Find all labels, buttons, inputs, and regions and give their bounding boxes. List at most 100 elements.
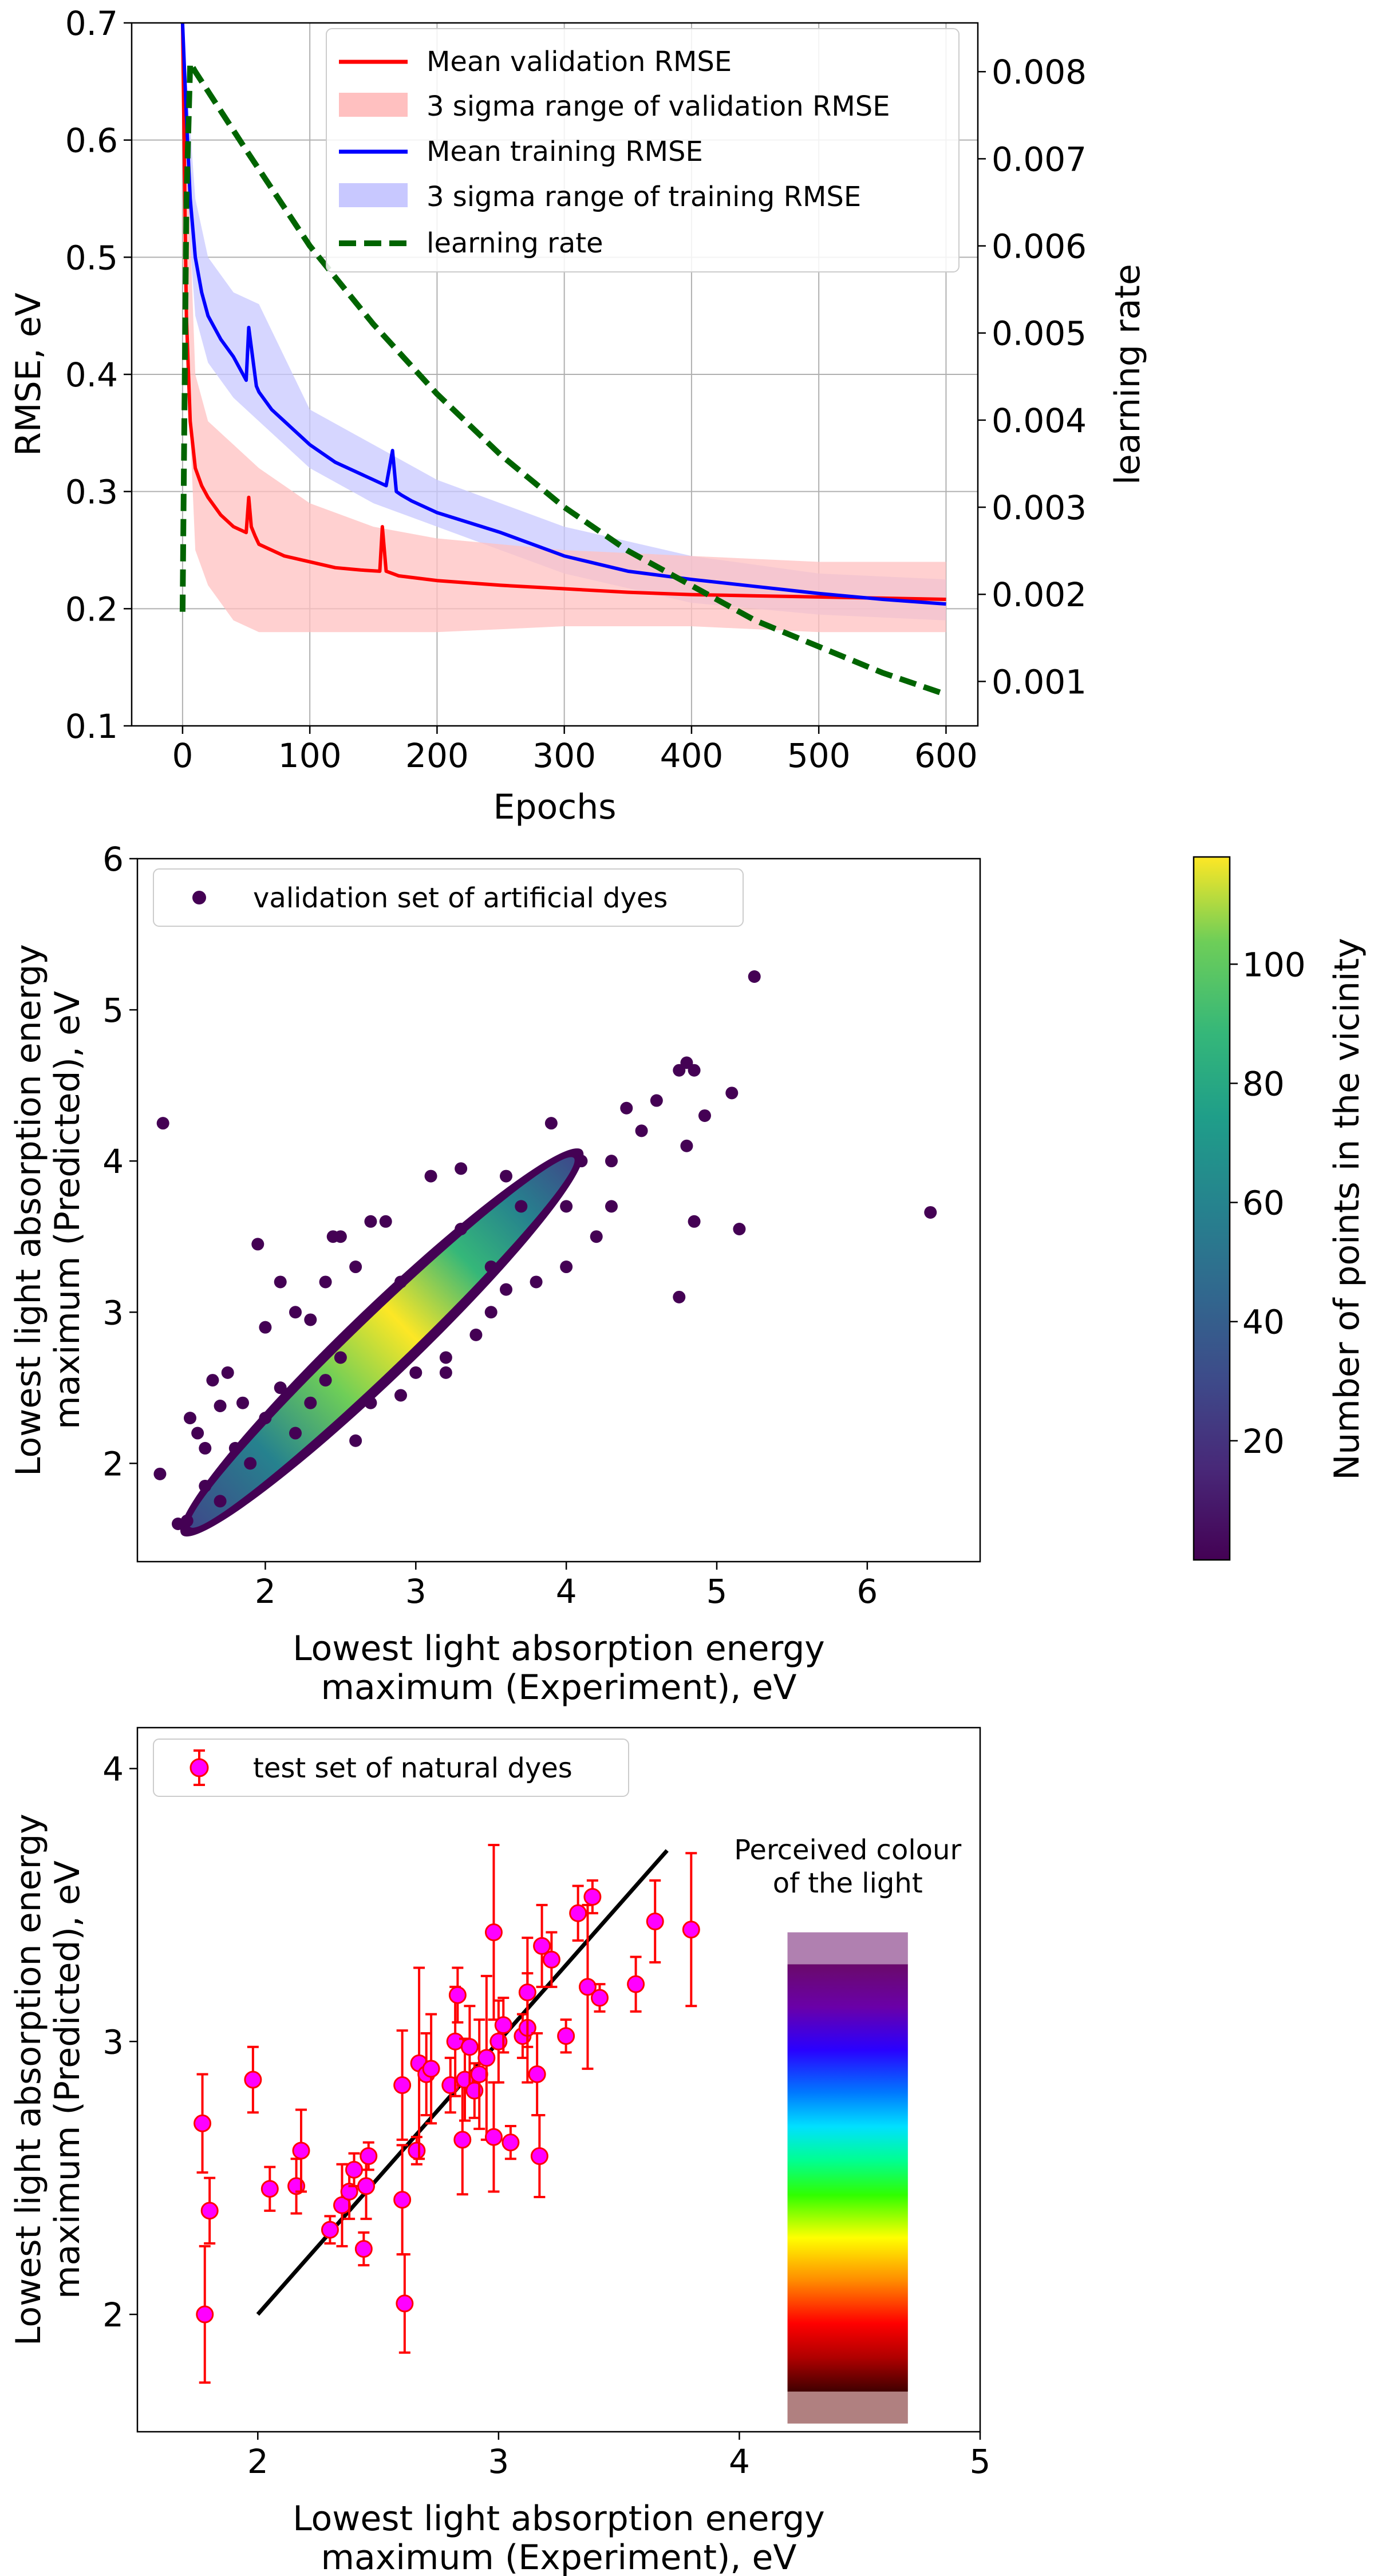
p2-data-point [605, 1155, 618, 1168]
p2-legend: validation set of artificial dyes [153, 868, 744, 927]
p3-data-point [533, 1937, 551, 1955]
p2-colorbar-ticks: 20 40 60 80 100 [1230, 945, 1306, 1461]
p1-y-tick-label: 0.2 [65, 590, 118, 629]
validation-sigma-band [182, 23, 946, 633]
legend-label-training-band: 3 sigma range of training RMSE [427, 181, 861, 213]
p1-y-right-tick-label: 0.003 [992, 488, 1087, 527]
p3-data-point [292, 2142, 310, 2160]
p3-y-axis-label-line2: maximum (Predicted), eV [48, 1860, 88, 2299]
p2-data-point [924, 1206, 937, 1219]
p2-data-point [733, 1223, 746, 1236]
p3-x-axis-label-line1: Lowest light absorption energy [293, 2499, 825, 2539]
p1-x-tick-label: 500 [787, 736, 851, 775]
p3-data-point [590, 1989, 609, 2007]
p2-data-point [334, 1230, 347, 1243]
p2-colorbar-tick-label: 100 [1242, 945, 1306, 984]
p2-data-point [304, 1396, 317, 1409]
p2-data-point [680, 1139, 693, 1152]
p1-y-right-tick-label: 0.005 [992, 314, 1087, 353]
p1-y-axis-right-label: learning rate [1108, 264, 1148, 485]
p2-y-tick-label: 5 [102, 991, 124, 1030]
p1-y-right-tick-label: 0.004 [992, 401, 1087, 440]
training-sigma-band [182, 23, 946, 621]
p3-y-tick-label: 2 [102, 2296, 124, 2334]
p1-y-right-tick-label: 0.007 [992, 140, 1087, 179]
p1-y-tick-label: 0.6 [65, 121, 118, 160]
p2-scatter-points [153, 970, 937, 1530]
p2-colorbar: 20 40 60 80 100 Number of points in the vici… [1193, 856, 1367, 1561]
p2-data-point [409, 1366, 423, 1379]
p2-x-tick-label: 6 [856, 1572, 878, 1611]
p3-data-point [460, 2038, 479, 2056]
p3-plot-frame [136, 1726, 981, 2433]
p2-data-point [156, 1117, 169, 1130]
p2-x-tick-label: 4 [556, 1572, 577, 1611]
p2-data-point [153, 1467, 167, 1480]
p2-data-point [319, 1374, 332, 1387]
p3-data-point [360, 2147, 378, 2165]
p3-data-point [194, 2114, 212, 2132]
p1-y-tick-label: 0.5 [65, 238, 118, 277]
p2-colorbar-gradient [1193, 856, 1231, 1561]
p2-data-point [349, 1261, 362, 1274]
p1-y-tick-label: 0.7 [65, 4, 118, 43]
legend-label-mean-training: Mean training RMSE [427, 136, 703, 168]
p1-y-axis-label: RMSE, eV [9, 293, 49, 456]
p2-data-point [228, 1441, 242, 1455]
legend-label-mean-validation: Mean validation RMSE [427, 46, 732, 78]
p2-colorbar-tick-label: 80 [1242, 1064, 1285, 1103]
p2-data-point [364, 1396, 377, 1409]
p1-x-tick-label: 100 [278, 736, 342, 775]
p2-data-point [748, 970, 761, 983]
p3-scatter-points [194, 1844, 700, 2384]
p2-data-point [688, 1064, 701, 1077]
p2-data-point [206, 1374, 219, 1387]
p2-y-tick-label: 2 [102, 1444, 124, 1483]
p1-x-tick-label: 0 [172, 736, 193, 775]
p1-x-tick-label: 200 [405, 736, 469, 775]
p3-x-tick-label: 3 [488, 2442, 509, 2481]
p2-data-point [560, 1200, 573, 1213]
p2-x-tick-label: 2 [255, 1572, 276, 1611]
p2-data-point [171, 1517, 184, 1530]
p2-data-point [544, 1117, 558, 1130]
p2-data-point [439, 1366, 452, 1379]
p2-x-tick-label: 5 [706, 1572, 728, 1611]
p2-data-point [191, 1427, 204, 1440]
p3-data-point [408, 2142, 426, 2160]
p3-data-point [200, 2202, 219, 2220]
p2-y-axis-label-line2: maximum (Predicted), eV [48, 991, 88, 1429]
p1-x-axis-label: Epochs [493, 787, 617, 827]
p3-data-point [528, 2065, 546, 2083]
p2-data-point [515, 1200, 528, 1213]
p2-data-point [199, 1441, 212, 1455]
p3-data-point [530, 2147, 548, 2165]
legend-label-validation-band: 3 sigma range of validation RMSE [427, 90, 890, 123]
learning-rate-line [179, 60, 947, 697]
p2-data-point [500, 1170, 512, 1183]
p2-x-axis-label-line2: maximum (Experiment), eV [321, 1668, 797, 1708]
p1-sigma-bands [182, 23, 946, 633]
p1-axis-ticks: 0 100 200 300 400 500 600 0.1 0.2 0.3 0.4 0.5 0.6 0.7… [65, 4, 1087, 775]
p2-data-point [424, 1170, 437, 1183]
p2-data-point [560, 1261, 573, 1274]
training-curve-panel: 0 100 200 300 400 500 600 0.1 0.2 0.3 0.4 0.5 0.6 0.7… [9, 4, 1148, 827]
p2-data-point [530, 1275, 543, 1289]
p1-legend: Mean validation RMSE 3 sigma range of va… [326, 28, 960, 272]
p2-data-point [484, 1306, 498, 1319]
p1-legend-box [326, 28, 960, 272]
p2-data-point [274, 1381, 287, 1394]
colour-bar-spectrum [787, 1964, 908, 2392]
p2-data-point [214, 1495, 227, 1508]
p3-data-point [354, 2240, 373, 2258]
p2-data-point [590, 1230, 603, 1243]
p3-data-point [578, 1978, 597, 1996]
p2-data-point [364, 1215, 377, 1228]
p1-y-right-tick-label: 0.006 [992, 227, 1087, 266]
p3-legend-label: test set of natural dyes [253, 1752, 572, 1784]
p3-data-point [502, 2134, 520, 2152]
p3-data-point [321, 2221, 339, 2239]
p2-data-point [334, 1351, 347, 1364]
p1-plot-frame [131, 22, 979, 727]
